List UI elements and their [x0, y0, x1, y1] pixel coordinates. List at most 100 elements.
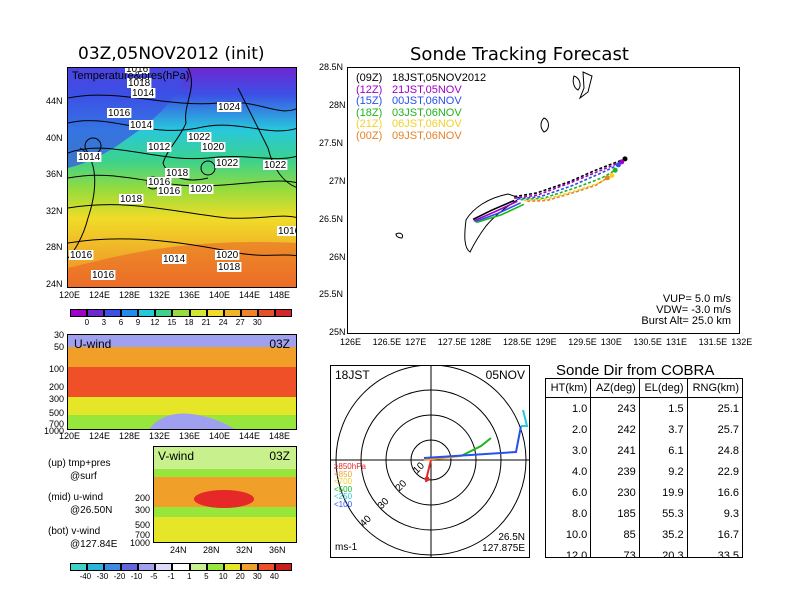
- isobar-label: 1022: [264, 160, 287, 171]
- table-cell: 12.0: [546, 545, 592, 557]
- colorbar-swatch: [240, 309, 258, 317]
- colorbar-swatch: [257, 563, 275, 571]
- vwind-panel: V-wind 03Z: [153, 446, 297, 543]
- tracking-lat-tick: 25N: [329, 327, 346, 338]
- lon-tick: 148E: [269, 290, 291, 300]
- uwind-panel: U-wind 03Z: [67, 334, 297, 430]
- polar-location: 26.5N 127.875E: [482, 532, 525, 554]
- table-cell: 20.3: [639, 545, 688, 557]
- tracking-lon-tick: 126E: [340, 337, 362, 347]
- colorbar-swatch: [223, 563, 241, 571]
- legend-text: 03JST,06NOV: [392, 106, 462, 119]
- lon-tick: 124E: [89, 290, 111, 300]
- legend-code: (00Z): [356, 129, 383, 142]
- tracking-map: (09Z) 18JST,05NOV2012 (12Z) 21JST,05NOV (15Z…: [347, 67, 740, 334]
- colorbar-tick: 40: [269, 572, 279, 581]
- track-param: VDW= -3.0 m/s: [656, 304, 731, 316]
- lon-tick: 132E: [149, 290, 171, 300]
- table-cell: 22.9: [717, 465, 739, 478]
- track-endpoint: [609, 173, 615, 178]
- colorbar-tick: 5: [204, 572, 209, 581]
- track-endpoint: [604, 175, 610, 181]
- isobar-label-bg: [215, 158, 240, 168]
- lon-tick: 140E: [209, 290, 231, 300]
- track-line: [514, 161, 623, 199]
- colorbar-tick: -20: [113, 572, 126, 581]
- legend-code: (15Z): [356, 95, 383, 107]
- isobar-label: 1014: [130, 120, 153, 131]
- table-cell: 241: [590, 440, 640, 461]
- sonde-table: HT(km) AZ(deg) EL(deg) RNG(km) 1.0 243 1.5 25.…: [546, 379, 742, 558]
- table-cell: 3.7: [639, 419, 688, 440]
- vwind-ytick: 1000: [130, 538, 151, 548]
- vwind-xtick: 24N: [170, 545, 187, 555]
- colorbar-tick: -5: [150, 572, 158, 581]
- table-cell: 33.5: [717, 549, 739, 558]
- isobar-label: 1016: [278, 226, 297, 237]
- colorbar-tick: 30: [252, 318, 262, 327]
- colorbar-tick: 9: [135, 318, 141, 327]
- table-cell: 185: [590, 503, 640, 524]
- colorbar-swatch: [257, 309, 275, 317]
- tracking-lon-tick: 130E: [600, 337, 622, 347]
- uwind-band-top: [68, 335, 296, 347]
- colorbar-tick: 24: [218, 318, 228, 327]
- table-header-cell: RNG(km): [687, 379, 742, 398]
- polar-panel: 10 20 30 40 18JST 05NOV ≥850hPa <850 <700 <500…: [330, 365, 530, 558]
- vwind-label: V-wind: [158, 449, 195, 463]
- colorbar-swatch: [70, 309, 88, 317]
- isobar-label-bg: [119, 194, 144, 204]
- colorbar-swatch: [172, 563, 190, 571]
- legend-entry: (18Z) 03JST,06NOV: [356, 106, 486, 120]
- colorbar-swatch: [274, 563, 292, 571]
- isobar-label-bg: [69, 250, 94, 260]
- table-cell: 16.7: [717, 528, 739, 541]
- tracking-lat-tick: 27.5N: [319, 137, 344, 148]
- isobar-label-bg: [165, 168, 190, 178]
- temperature-map-svg: 1016101810141024101610141012102210201014…: [68, 68, 297, 287]
- isobar-labels: 1016101810141024101610141012102210201014…: [69, 68, 297, 281]
- legend-entry: (00Z) 09JST,06NOV: [356, 129, 486, 143]
- colorbar-swatch: [274, 309, 292, 317]
- table-cell: 9.3: [723, 507, 739, 520]
- table-row: 12.0 73 20.3 33.5: [546, 545, 742, 558]
- isobar-label-bg: [129, 120, 154, 130]
- table-cell: 35.2: [639, 524, 688, 545]
- vwind-ytick: 200: [135, 493, 151, 503]
- colorbar-swatch: [223, 309, 241, 317]
- isobar-label-bg: [201, 142, 226, 152]
- colorbar-tick: -40: [79, 572, 92, 581]
- tracking-lon-tick: 131.5E: [698, 337, 728, 347]
- panel-note-line2: @26.50N: [70, 505, 113, 516]
- tracking-lat-tick: 27N: [329, 175, 346, 186]
- polar-ring-label: 10: [411, 460, 427, 476]
- uwind-band-upper: [68, 347, 296, 367]
- uwind-band-mid: [68, 397, 296, 415]
- panel-note-line2: @surf: [70, 471, 97, 482]
- tracking-lat-tick: 26N: [329, 251, 346, 262]
- isobar-label-bg: [147, 142, 172, 152]
- table-header-cell: EL(deg): [639, 379, 688, 398]
- table-cell: 85: [590, 524, 640, 545]
- isobar-label: 1018: [120, 194, 143, 205]
- polar-ring-label: 40: [358, 513, 374, 529]
- colorbar-tick: 1: [187, 572, 192, 581]
- legend-entry: (15Z) 00JST,06NOV: [356, 95, 486, 108]
- polar-level: <500: [334, 484, 353, 494]
- table-cell: 1.5: [639, 397, 688, 419]
- isobar-label-bg: [91, 270, 116, 280]
- uwind-time: 03Z: [269, 337, 290, 351]
- isobar-label-bg: [125, 68, 150, 74]
- table-cell: 10.0: [546, 524, 592, 545]
- polar-level: <850: [334, 469, 353, 479]
- table-row: 2.0 242 3.7 25.7: [546, 419, 742, 440]
- uwind-xtick: 136E: [179, 431, 201, 441]
- polar-lon: 127.875E: [482, 543, 525, 554]
- colorbar-tick: 3: [101, 318, 107, 327]
- colorbar-swatch: [104, 563, 122, 571]
- lon-tick: 128E: [119, 290, 141, 300]
- table-header-cell: AZ(deg): [590, 379, 640, 398]
- polar-ring-label: 30: [376, 496, 392, 512]
- range-rings: [331, 366, 529, 557]
- hodograph-start: [424, 476, 430, 482]
